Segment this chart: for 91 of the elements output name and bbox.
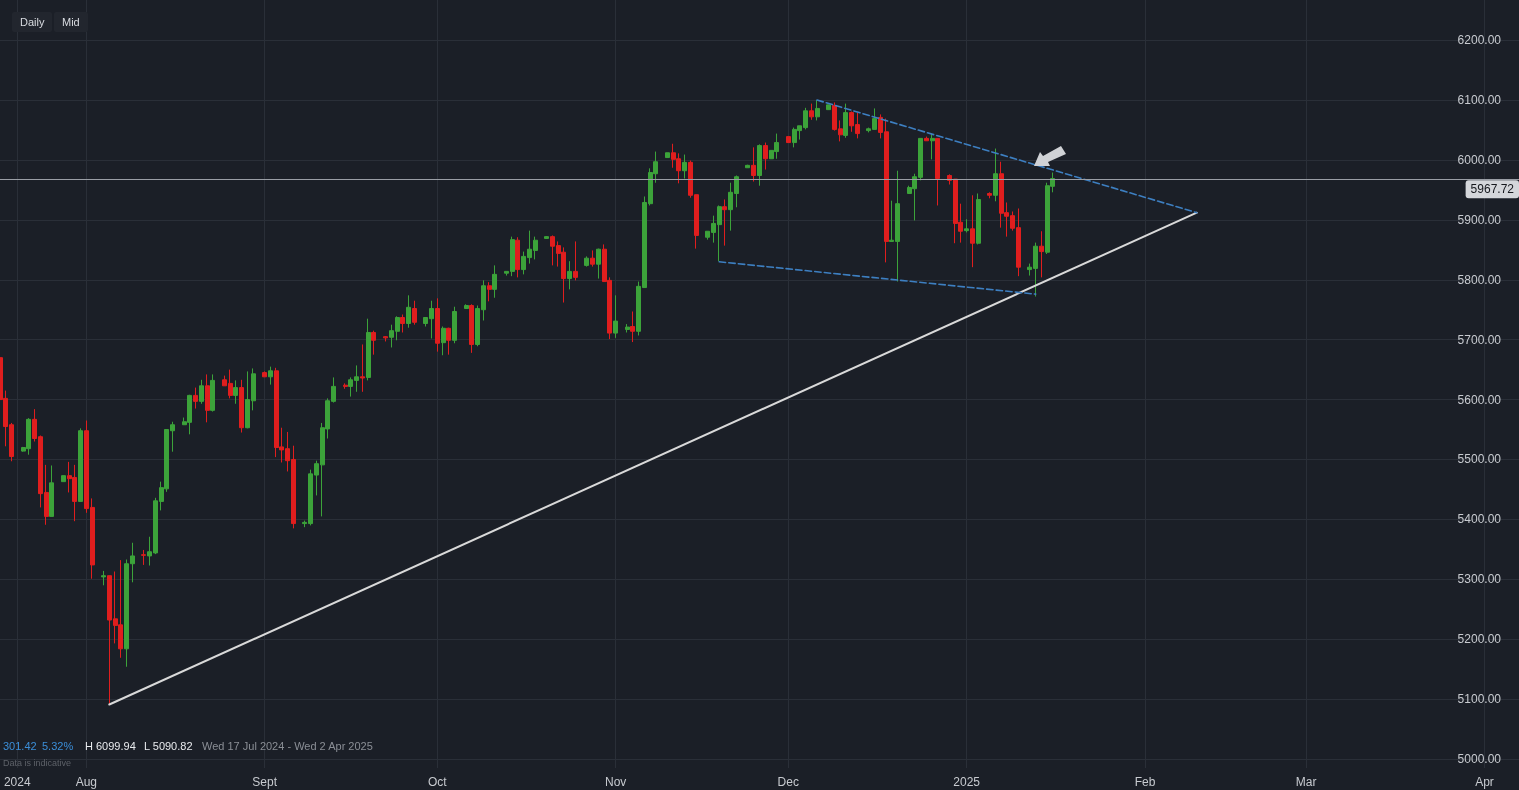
candlestick [205,373,210,423]
candlestick [412,300,417,326]
candlestick [930,133,935,160]
y-tick-label: 5800.00 [1457,272,1502,287]
candlestick [584,255,589,268]
candlestick [61,475,66,483]
candlestick [492,264,497,299]
candlestick [757,143,762,187]
annotation: Wed 17 Jul 2024 - Wed 2 Apr 2025 [202,740,373,752]
candlestick [843,103,848,139]
candlestick [1039,230,1044,278]
candlestick [613,294,618,339]
candlestick [469,303,474,354]
candlestick [464,303,469,310]
candlestick [371,330,376,356]
x-tick-label: 2025 [953,775,981,789]
candlestick [987,191,992,199]
candlestick [406,294,411,329]
candlestick [49,464,54,517]
y-tick-label: 5000.00 [1457,752,1502,767]
candlestick [682,154,687,180]
candlestick [199,379,204,405]
x-tick-label: Sept [252,775,278,789]
candlestick [625,323,630,333]
annotation: H 6099.94 [85,740,136,752]
x-tick-label: Feb [1134,775,1156,789]
candlestick [435,297,440,353]
candlestick [210,373,215,413]
y-tick-label: 5400.00 [1457,512,1502,527]
y-tick-label: 5300.00 [1457,572,1502,587]
candlestick [964,218,969,233]
candlestick [976,193,981,245]
candlestick [590,249,595,268]
x-tick-label: Apr [1475,775,1494,789]
candlestick [446,327,451,356]
candlestick [596,248,601,280]
candlestick [993,148,998,202]
candlestick [383,335,388,342]
candlestick [233,379,238,405]
candlestick [360,343,365,393]
candlestick [763,142,768,171]
candlestick [573,240,578,281]
x-tick-label: Mar [1295,775,1317,789]
y-tick-label: 5200.00 [1457,632,1502,647]
x-tick-label: Nov [604,775,627,789]
candlestick [544,235,549,240]
candlestick [786,136,791,144]
candlestick [400,314,405,333]
candlestick [935,137,940,206]
candlestick [101,570,106,586]
ref-line-label: 5967.72 [1470,182,1515,197]
candlestick [262,370,267,378]
candlestick [567,260,572,290]
annotation: 301.42 [3,740,37,752]
annotation: 5.32% [42,740,74,752]
candlestick [268,366,273,386]
candlestick [630,311,635,343]
candlestick [141,549,146,566]
candlestick [78,427,83,502]
candlestick [745,164,750,169]
annotation: L 5090.82 [144,740,193,752]
y-tick-label: 5700.00 [1457,332,1502,347]
candlestick [343,382,348,390]
candlestick [366,318,371,381]
candlestick [924,136,929,142]
y-tick-label: 6000.00 [1457,152,1502,167]
candlestick [809,103,814,121]
candlestick [452,306,457,344]
candlestick [193,387,198,410]
candlestick [239,379,244,434]
candlestick [722,198,727,247]
candlestick [815,99,820,121]
candlestick [751,146,756,183]
y-tick-label: 5600.00 [1457,392,1502,407]
y-tick-label: 5500.00 [1457,452,1502,467]
candlestick [441,325,446,356]
y-tick-label: 6200.00 [1457,33,1502,48]
annotation: Mid [54,12,88,32]
candlestick [515,236,520,278]
x-tick-label: Dec [777,775,799,789]
annotation: Daily [12,12,53,32]
y-tick-label: 6100.00 [1457,93,1502,108]
y-tick-label: 5900.00 [1457,212,1502,227]
candlestick [487,281,492,302]
x-tick-label: Aug [75,775,97,789]
x-tick-label: Oct [427,775,448,789]
y-tick-label: 5100.00 [1457,692,1502,707]
candlestick [665,152,670,159]
x-tick-label: 2024 [3,775,31,789]
candlestick [826,104,831,111]
candlestick [970,194,975,268]
